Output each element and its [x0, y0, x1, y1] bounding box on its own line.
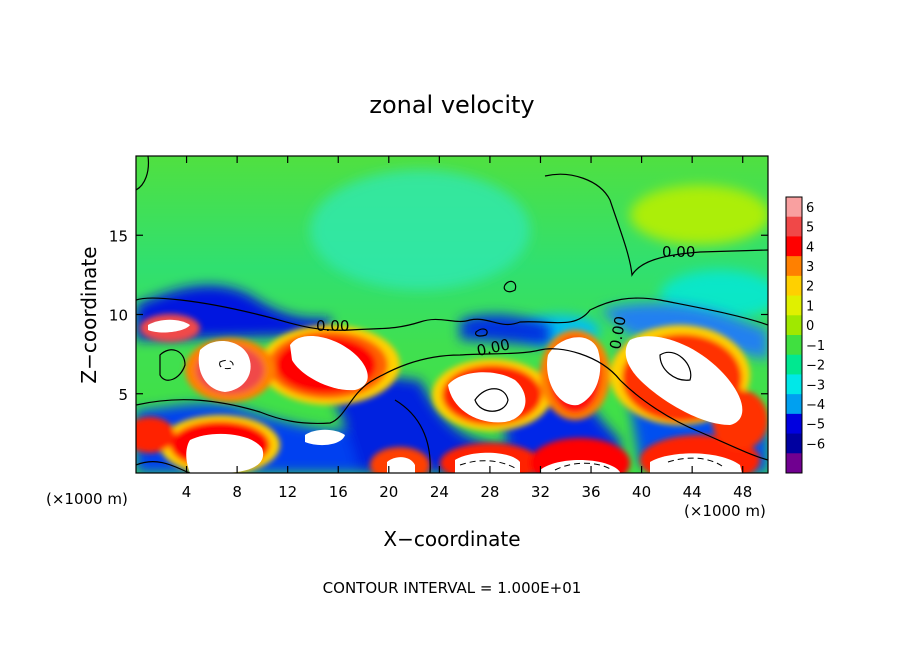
- x-tick-label: 48: [733, 483, 752, 501]
- plot-area: 0.00 0.00 0.00 0.00: [136, 156, 768, 473]
- colorbar-swatch: [786, 433, 802, 454]
- colorbar-label: −3: [806, 378, 825, 393]
- colorbar-swatch: [786, 236, 802, 257]
- x-tick-label: 32: [531, 483, 550, 501]
- colorbar-label: −1: [806, 339, 825, 354]
- x-tick-label: 28: [480, 483, 499, 501]
- contour-label: 0.00: [662, 243, 695, 261]
- x-tick-label: 12: [278, 483, 297, 501]
- x-tick-label: 24: [430, 483, 449, 501]
- x-axis-label: X−coordinate: [383, 527, 520, 551]
- colorbar-swatch: [786, 354, 802, 375]
- y-tick-label: 15: [109, 227, 128, 245]
- x-tick-label: 16: [329, 483, 348, 501]
- chart-title: zonal velocity: [369, 91, 534, 119]
- x-axis: 4 8 12 16 20 24 28 32 36 40 44 48: [182, 156, 752, 501]
- colorbar-swatch: [786, 374, 802, 395]
- x-tick-label: 4: [182, 483, 192, 501]
- colorbar-swatch: [786, 256, 802, 277]
- contour-label: 0.00: [316, 317, 349, 335]
- colorbar-label: 1: [806, 299, 814, 314]
- y-axis-label: Z−coordinate: [77, 246, 101, 383]
- colorbar-swatch: [786, 315, 802, 336]
- contour-label: 0.00: [606, 315, 630, 351]
- colorbar-label: −4: [806, 398, 825, 413]
- colorbar-label: 0: [806, 319, 814, 334]
- colorbar-label: 5: [806, 221, 814, 236]
- y-tick-label: 10: [109, 307, 128, 325]
- colorbar-label: 3: [806, 260, 814, 275]
- colorbar-label: 6: [806, 201, 814, 216]
- x-tick-label: 36: [581, 483, 600, 501]
- colorbar: 6 5 4 3 2 1 0 −1 −2 −3 −4 −5 −6: [785, 196, 825, 474]
- contour-interval-note: CONTOUR INTERVAL = 1.000E+01: [323, 579, 582, 597]
- colorbar-swatch: [786, 216, 802, 237]
- colorbar-swatch: [786, 394, 802, 415]
- colorbar-swatch: [786, 413, 802, 435]
- x-tick-label: 40: [632, 483, 651, 501]
- x-unit-left: (×1000 m): [46, 490, 128, 508]
- colorbar-label: 2: [806, 280, 814, 295]
- x-unit-right: (×1000 m): [684, 502, 766, 520]
- y-tick-label: 5: [118, 386, 128, 404]
- colorbar-label: −5: [806, 418, 825, 433]
- y-axis: 5 10 15: [109, 227, 768, 404]
- colorbar-frame: [785, 196, 803, 474]
- colorbar-swatch: [786, 197, 802, 218]
- colorbar-label: 4: [806, 240, 814, 255]
- colorbar-swatch: [786, 335, 802, 356]
- x-tick-label: 8: [232, 483, 242, 501]
- x-tick-label: 20: [379, 483, 398, 501]
- colorbar-swatch: [786, 275, 802, 297]
- colorbar-label: −2: [806, 359, 825, 374]
- x-tick-label: 44: [683, 483, 702, 501]
- colorbar-swatch: [786, 295, 802, 316]
- colorbar-label: −6: [806, 437, 825, 452]
- colorbar-swatch: [786, 453, 802, 474]
